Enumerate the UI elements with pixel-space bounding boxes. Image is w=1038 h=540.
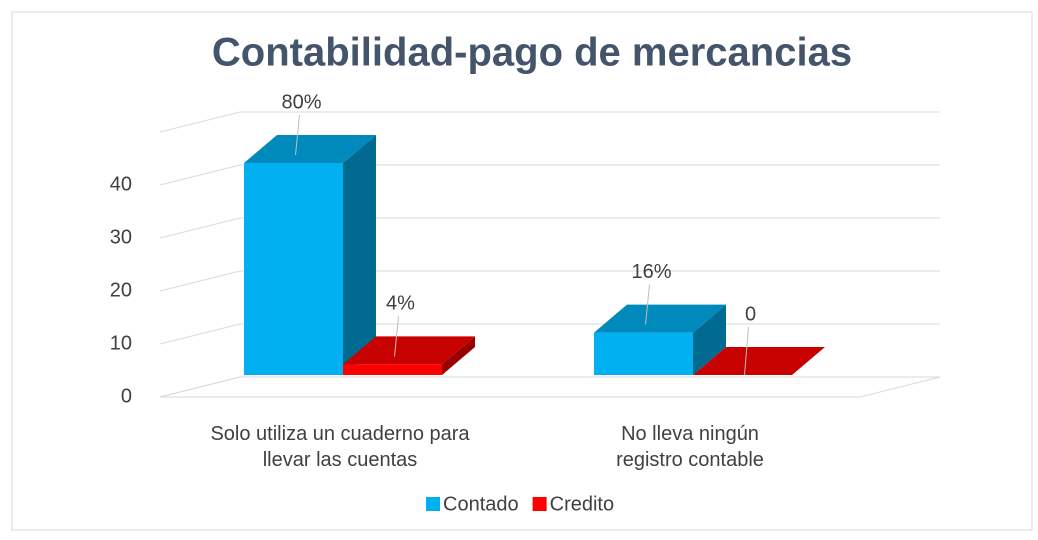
bar — [693, 347, 825, 375]
leader-line — [645, 284, 650, 325]
x-tick-label: No lleva ningún registro contable — [616, 423, 764, 471]
bar-top — [594, 304, 726, 333]
bar-top — [244, 135, 376, 163]
legend-swatch — [532, 497, 547, 511]
leader-line — [295, 114, 300, 156]
grid-line — [159, 323, 241, 345]
bar-front — [594, 332, 693, 375]
leader-line — [394, 316, 399, 357]
wall-top-side — [159, 111, 241, 133]
bar — [594, 304, 726, 375]
legend-label: Contado — [443, 493, 519, 515]
y-tick-label: 10 — [110, 332, 132, 354]
chart-title: Contabilidad-pago de mercancias — [212, 31, 852, 75]
leader-line — [744, 326, 749, 376]
bar — [244, 135, 376, 375]
grid-line — [159, 164, 241, 186]
bar-side — [693, 304, 726, 375]
data-label: 0 — [745, 303, 756, 325]
bar-front — [244, 163, 343, 375]
bar-top — [693, 347, 825, 375]
legend-label: Credito — [550, 493, 614, 515]
data-label: 16% — [631, 261, 671, 283]
legend-swatch — [426, 497, 440, 511]
grid-line — [159, 270, 241, 292]
bar — [343, 336, 475, 375]
bar-top — [343, 336, 475, 365]
y-tick-label: 0 — [121, 385, 132, 407]
y-tick-label: 30 — [110, 226, 132, 248]
x-tick-label: Solo utiliza un cuaderno para llevar las … — [210, 423, 470, 471]
data-label: 80% — [281, 91, 321, 113]
grid-line — [159, 217, 241, 239]
bar-side — [343, 135, 376, 375]
data-label: 4% — [386, 293, 415, 315]
y-tick-label: 20 — [110, 279, 132, 301]
grid-line — [159, 376, 241, 398]
bar-front — [343, 364, 442, 375]
bar-side — [442, 336, 475, 375]
y-tick-label: 40 — [110, 173, 132, 195]
